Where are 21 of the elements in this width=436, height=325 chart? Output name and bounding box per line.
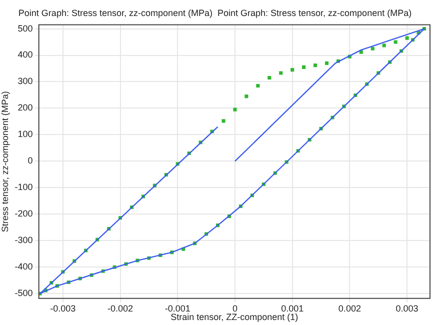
- x-tick-label: -0.003: [50, 303, 76, 314]
- x-tick-label: -0.002: [107, 303, 134, 314]
- x-tick-label: 0.001: [281, 303, 304, 314]
- y-tick-label: -100: [14, 182, 33, 192]
- y-tick-label: 0: [28, 156, 33, 166]
- y-tick-label: -500: [14, 288, 33, 298]
- x-axis-title: Strain tensor, ZZ-component (1): [170, 312, 298, 322]
- x-tick-label: -0.001: [164, 303, 190, 314]
- y-tick-label: 200: [18, 102, 33, 113]
- x-tick-label: 0: [232, 303, 238, 314]
- y-tick-label: -400: [14, 262, 33, 272]
- x-tick-label: 0.003: [396, 303, 418, 314]
- x-tick-label: 0.002: [338, 303, 361, 314]
- chart-title: Point Graph: Stress tensor, zz-component (MPa) Point Graph: Stress tensor, zz-component (MPa): [18, 8, 412, 18]
- y-tick-label: 400: [18, 50, 33, 60]
- y-tick-label: -200: [14, 208, 33, 219]
- y-tick-label: 500: [18, 23, 33, 34]
- y-tick-label: 300: [18, 76, 33, 86]
- y-tick-label: -300: [14, 235, 33, 246]
- y-axis-title: Stress tensor, zz-component (MPa): [0, 91, 10, 232]
- y-tick-label: 100: [18, 129, 33, 140]
